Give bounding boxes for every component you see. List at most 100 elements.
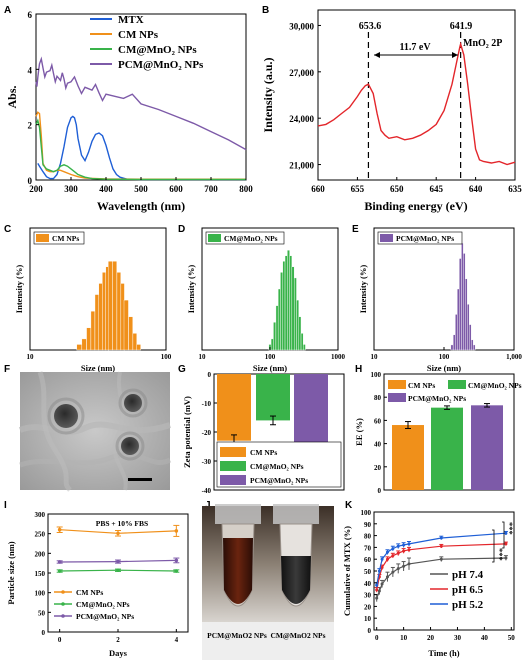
panel-label-i: I bbox=[4, 500, 7, 511]
y-tick-label: 60 bbox=[374, 417, 382, 425]
panel-b-peak-label-2: 641.9 bbox=[450, 21, 473, 32]
panel-b-arrow-head-right bbox=[452, 52, 458, 58]
bar bbox=[452, 334, 456, 351]
panel-a-legend: MTX CM NPs CM@MnO₂ NPs PCM@MnO₂ NPs bbox=[90, 14, 204, 71]
series-line-1 bbox=[35, 111, 246, 180]
y-tick-label: 30,000 bbox=[289, 21, 314, 31]
bar bbox=[300, 333, 304, 351]
bar bbox=[289, 255, 293, 351]
bar bbox=[455, 314, 458, 351]
y-tick-label: 80 bbox=[374, 394, 382, 402]
panel-b-y-axis-label: Intensity (a.u.) bbox=[261, 57, 275, 132]
panel-e-legend-label: PCM@MnO₂ NPs bbox=[396, 234, 454, 243]
panel-g-legend: CM NPs CM@MnO₂ NPs PCM@MnO₂ NPs bbox=[216, 441, 342, 488]
panel-k-legend: pH 7.4 pH 6.5 pH 5.2 bbox=[430, 569, 484, 611]
panel-d-legend-label: CM@MnO₂ NPs bbox=[224, 234, 278, 243]
data-point bbox=[396, 551, 400, 555]
legend-label-1: CM NPs bbox=[118, 29, 159, 41]
panel-labels: A B C D E F G H I J K bbox=[4, 5, 362, 511]
data-point bbox=[57, 569, 62, 573]
panel-c-x-axis-label: Size (nm) bbox=[81, 363, 115, 373]
x-tick-label: 200 bbox=[29, 184, 43, 194]
data-point bbox=[439, 557, 443, 561]
nanoparticle bbox=[121, 437, 139, 455]
bar bbox=[86, 327, 91, 351]
data-point bbox=[402, 549, 406, 553]
y-tick-label: 10 bbox=[364, 615, 372, 623]
data-point bbox=[407, 562, 411, 566]
data-point bbox=[385, 557, 389, 561]
bar bbox=[463, 253, 466, 351]
bar-2 bbox=[471, 405, 503, 490]
panel-e-x-axis-label: Size (nm) bbox=[427, 363, 461, 373]
series-line-2 bbox=[35, 118, 246, 181]
panel-g-zeta-chart: 0 -10 -20 -30 -40 CM NPs CM@MnO₂ NPs PCM@MnO₂ … bbox=[182, 371, 345, 495]
bar bbox=[467, 304, 470, 351]
legend-label-0: CM NPs bbox=[250, 448, 277, 457]
bar bbox=[81, 338, 87, 351]
bar bbox=[280, 272, 283, 351]
bar bbox=[136, 344, 141, 351]
bar bbox=[469, 324, 472, 351]
y-tick-label: 100 bbox=[361, 509, 372, 517]
data-point bbox=[375, 583, 379, 587]
legend-label-1: CM@MnO₂ NPs bbox=[76, 600, 130, 609]
panel-c-y-axis-label: Intensity (%) bbox=[14, 265, 24, 314]
x-tick-label: 50 bbox=[508, 634, 516, 642]
x-tick-label: 635 bbox=[508, 184, 522, 194]
legend-label-0: CM NPs bbox=[76, 588, 103, 597]
panel-e-legend: PCM@MnO₂ NPs bbox=[377, 231, 463, 245]
y-tick-label: -10 bbox=[202, 400, 212, 408]
panel-j-tube-photo: PCM@MnO2 NPs CM@MnO2 NPs bbox=[202, 504, 334, 660]
panel-i-y-axis-label: Particle size (nm) bbox=[6, 541, 16, 604]
data-point bbox=[504, 531, 508, 535]
y-tick-label: 60 bbox=[364, 556, 372, 564]
y-tick-label: -40 bbox=[202, 487, 212, 495]
bar bbox=[116, 272, 121, 351]
legend-label-1: pH 6.5 bbox=[452, 584, 484, 596]
panel-label-j: J bbox=[205, 500, 211, 511]
panel-a-y-axis-label: Abs. bbox=[5, 85, 19, 108]
y-tick-label: 27,000 bbox=[289, 68, 314, 78]
bar-1 bbox=[256, 374, 290, 421]
panel-d-dls-chart: 10 100 1000 CM@MnO₂ NPs Size (nm) Intensit… bbox=[186, 227, 346, 373]
y-tick-label: 0 bbox=[42, 629, 46, 637]
bar bbox=[284, 255, 288, 351]
scale-bar bbox=[128, 478, 152, 481]
data-point bbox=[375, 588, 379, 592]
legend-label-2: pH 5.2 bbox=[452, 599, 484, 611]
y-tick-label: 50 bbox=[364, 568, 372, 576]
legend-swatch-2 bbox=[388, 393, 406, 402]
data-point bbox=[377, 589, 381, 593]
panel-label-g: G bbox=[178, 364, 186, 375]
y-tick-label: 6 bbox=[28, 10, 33, 20]
bar bbox=[282, 261, 286, 351]
x-tick-label: 20 bbox=[427, 634, 435, 642]
panel-b-element-label: MnO₂ 2P bbox=[463, 38, 502, 49]
bar-1 bbox=[431, 407, 463, 490]
panel-h-y-axis-label: EE (%) bbox=[354, 418, 364, 446]
y-tick-label: 100 bbox=[371, 371, 382, 379]
x-tick-label: 655 bbox=[351, 184, 365, 194]
panel-label-h: H bbox=[355, 364, 362, 375]
bar bbox=[298, 316, 302, 351]
panel-c-legend: CM NPs bbox=[33, 231, 85, 245]
x-tick-label: 10 bbox=[27, 353, 35, 361]
bar bbox=[296, 299, 299, 351]
y-tick-label: 250 bbox=[35, 531, 46, 539]
panel-d-y-axis-label: Intensity (%) bbox=[186, 265, 196, 314]
bar bbox=[303, 344, 306, 351]
series-line-1 bbox=[376, 543, 506, 591]
y-tick-label: 40 bbox=[364, 580, 372, 588]
y-tick-label: 80 bbox=[364, 533, 372, 541]
x-tick-label: 1000 bbox=[331, 353, 346, 361]
y-tick-label: 21,000 bbox=[289, 161, 314, 171]
significance-bracket bbox=[502, 521, 505, 549]
panel-f-tem-image bbox=[18, 371, 172, 492]
bar bbox=[465, 278, 468, 351]
legend-label-2: PCM@MnO₂ NPs bbox=[408, 394, 466, 403]
bar bbox=[459, 258, 462, 351]
